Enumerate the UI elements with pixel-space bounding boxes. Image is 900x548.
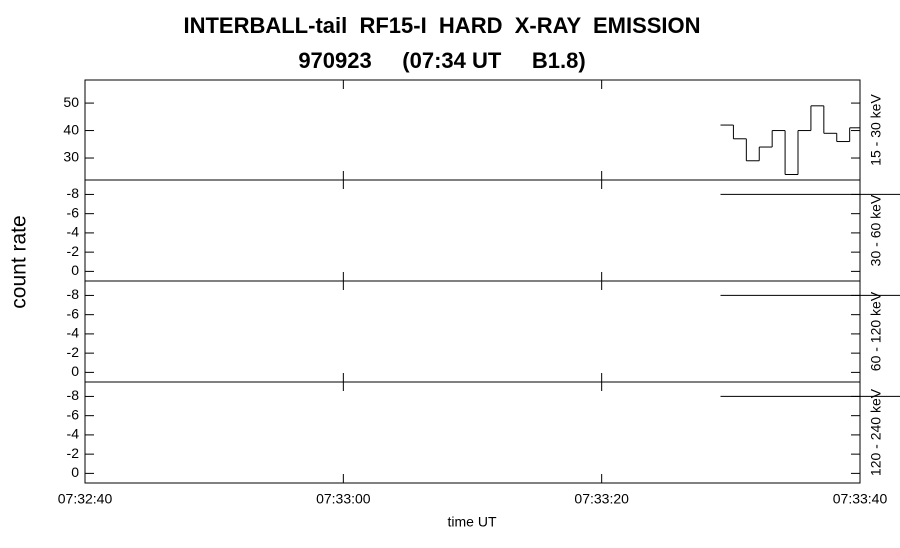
y-tick-label: -2 (67, 445, 80, 461)
x-tick-label: 07:32:40 (58, 491, 113, 507)
y-tick-label: -2 (67, 344, 80, 360)
x-tick-label: 07:33:20 (574, 491, 629, 507)
chart-title: INTERBALL-tail RF15-I HARD X-RAY EMISSIO… (183, 13, 700, 38)
panel-label: 15 - 30 keV (868, 94, 884, 166)
y-tick-label: -6 (67, 406, 80, 422)
x-tick-label: 07:33:40 (833, 491, 888, 507)
y-tick-label: -6 (67, 204, 80, 220)
y-tick-label: -6 (67, 305, 80, 321)
panel-label: 30 - 60 keV (868, 194, 884, 266)
panel-frame (84, 280, 861, 383)
y-tick-label: 0 (71, 262, 79, 278)
panel-label: 120 - 240 keV (868, 388, 884, 476)
y-tick-label: -2 (67, 243, 80, 259)
panel-frame (84, 381, 861, 484)
y-tick-label: -8 (67, 286, 80, 302)
y-tick-label: -4 (67, 325, 80, 341)
y-tick-label: 0 (71, 464, 79, 480)
y-tick-label: 50 (63, 94, 79, 110)
y-tick-label: -4 (67, 224, 80, 240)
y-tick-label: -4 (67, 426, 80, 442)
x-axis-label: time UT (448, 514, 497, 530)
y-tick-label: 30 (63, 149, 79, 165)
y-tick-label: -8 (67, 185, 80, 201)
y-axis-label: count rate (8, 215, 31, 308)
y-tick-label: 40 (63, 121, 79, 137)
panel-frame (84, 179, 861, 282)
y-tick-label: -8 (67, 387, 80, 403)
y-tick-label: 0 (71, 363, 79, 379)
x-tick-label: 07:33:00 (316, 491, 371, 507)
panel-frame (84, 79, 861, 181)
chart-subtitle: 970923 (07:34 UT B1.8) (298, 48, 585, 73)
panel-label: 60 - 120 keV (868, 291, 884, 371)
